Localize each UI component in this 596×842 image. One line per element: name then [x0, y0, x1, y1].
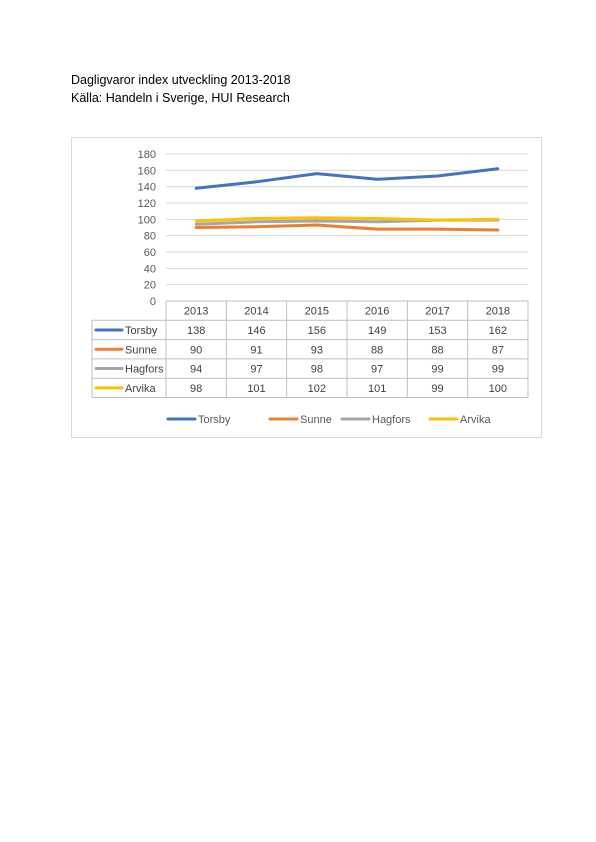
y-tick-label: 60: [144, 247, 156, 259]
y-tick-label: 180: [138, 149, 156, 161]
table-cell-value: 153: [428, 325, 446, 337]
table-cell-value: 98: [190, 383, 202, 395]
chart-frame: 0 20 40 60 80 100 120 140 160 180 2013 2014 2015 2016…: [71, 137, 542, 438]
table-cell-value: 162: [489, 325, 507, 337]
table-cell-value: 87: [492, 344, 504, 356]
y-tick-label: 160: [138, 165, 156, 177]
document-header: Dagligvaror index utveckling 2013-2018 K…: [71, 71, 291, 107]
table-series-name: Torsby: [125, 325, 158, 337]
table-cell-value: 93: [311, 344, 323, 356]
table-cell-value: 97: [371, 364, 383, 376]
legend-label: Arvika: [460, 414, 491, 426]
x-category-label: 2013: [184, 306, 208, 318]
y-tick-label: 20: [144, 280, 156, 292]
table-series-name: Sunne: [125, 344, 157, 356]
table-cell-value: 88: [431, 344, 443, 356]
y-tick-label: 40: [144, 263, 156, 275]
table-cell-value: 97: [250, 364, 262, 376]
y-tick-label: 100: [138, 214, 156, 226]
table-cell-value: 146: [247, 325, 265, 337]
legend-label: Torsby: [198, 414, 231, 426]
series-line: [194, 216, 500, 223]
table-cell-value: 102: [308, 383, 326, 395]
table-cell-value: 156: [308, 325, 326, 337]
table-cell-value: 149: [368, 325, 386, 337]
series-line: [194, 223, 500, 232]
y-tick-label: 80: [144, 231, 156, 243]
table-cell-value: 99: [431, 383, 443, 395]
table-cell-value: 101: [368, 383, 386, 395]
table-cell-value: 98: [311, 364, 323, 376]
legend-label: Hagfors: [372, 414, 411, 426]
table-series-name: Hagfors: [125, 364, 164, 376]
y-tick-label: 0: [150, 296, 156, 308]
x-category-label: 2016: [365, 306, 389, 318]
table-series-name: Arvika: [125, 383, 156, 395]
x-category-label: 2017: [425, 306, 449, 318]
table-cell-value: 94: [190, 364, 202, 376]
y-tick-label: 120: [138, 198, 156, 210]
legend-label: Sunne: [300, 414, 332, 426]
table-cell-value: 90: [190, 344, 202, 356]
document-source-line: Källa: Handeln i Sverige, HUI Research: [71, 91, 290, 105]
table-cell-value: 138: [187, 325, 205, 337]
y-tick-label: 140: [138, 182, 156, 194]
table-cell-value: 99: [492, 364, 504, 376]
document-title-line: Dagligvaror index utveckling 2013-2018: [71, 73, 291, 87]
table-cell-value: 100: [489, 383, 507, 395]
series-line: [194, 167, 500, 190]
x-category-label: 2014: [244, 306, 268, 318]
table-cell-value: 91: [250, 344, 262, 356]
table-cell-value: 101: [247, 383, 265, 395]
table-cell-value: 99: [431, 364, 443, 376]
x-category-label: 2018: [486, 306, 510, 318]
table-cell-value: 88: [371, 344, 383, 356]
x-category-label: 2015: [305, 306, 329, 318]
line-chart: 0 20 40 60 80 100 120 140 160 180 2013 2014 2015 2016…: [91, 149, 529, 426]
